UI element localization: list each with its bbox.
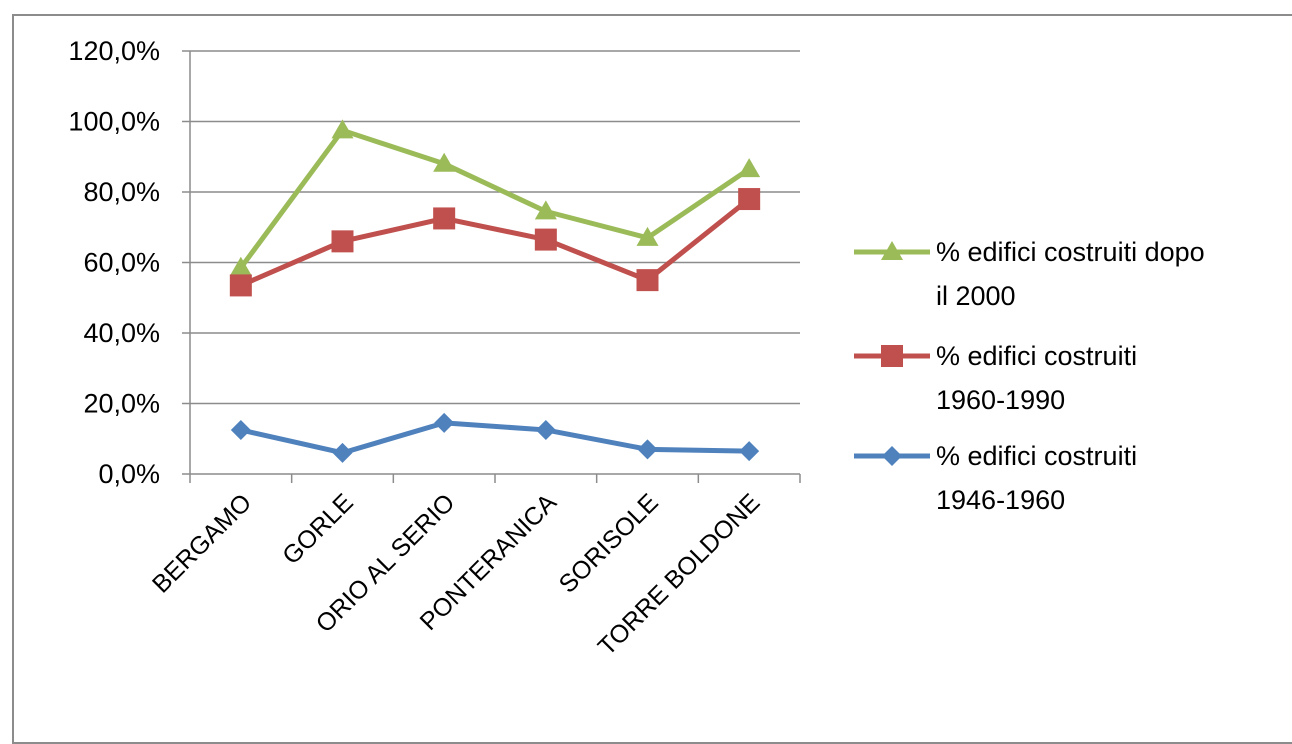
y-tick-label: 120,0%	[68, 36, 160, 66]
x-category-label: BERGAMO	[147, 488, 257, 598]
data-point	[636, 269, 659, 292]
series-line	[239, 197, 751, 288]
data-point	[738, 158, 761, 178]
data-point	[229, 274, 252, 297]
x-category-label: GORLE	[277, 488, 359, 570]
series-group	[229, 119, 761, 463]
y-tick-label: 60,0%	[83, 248, 160, 278]
axes: 0,0% 20,0% 40,0% 60,0% 80,0% 100,0% 120,0% BERG…	[68, 36, 801, 661]
legend: % edifici costruiti dopo il 2000 % edifici…	[854, 237, 1205, 515]
legend-label: % edifici costruiti dopo	[936, 237, 1205, 267]
y-tick-label: 80,0%	[83, 177, 160, 207]
data-point	[637, 439, 658, 460]
y-tick-label: 40,0%	[83, 318, 160, 348]
y-tick-label: 20,0%	[83, 389, 160, 419]
data-point	[331, 230, 354, 253]
data-point	[434, 412, 455, 433]
legend-label: % edifici costruiti	[936, 441, 1137, 471]
data-point	[534, 200, 557, 220]
data-point	[534, 228, 557, 251]
legend-label: il 2000	[936, 281, 1016, 311]
y-tick-label: 100,0%	[68, 107, 160, 137]
legend-marker	[882, 446, 902, 466]
data-point	[230, 419, 251, 440]
data-point	[739, 441, 760, 462]
legend-label: 1960-1990	[936, 385, 1065, 415]
data-point	[433, 207, 456, 230]
x-category-label: SORISOLE	[554, 488, 664, 598]
series-line	[238, 127, 751, 270]
data-point	[535, 419, 556, 440]
y-tick-label: 0,0%	[98, 459, 160, 489]
legend-marker	[881, 241, 903, 260]
legend-marker	[881, 345, 903, 367]
legend-label: 1946-1960	[936, 485, 1065, 515]
data-point	[636, 226, 659, 246]
data-point	[433, 152, 456, 172]
data-point	[738, 188, 761, 211]
data-point	[229, 256, 252, 276]
data-point	[331, 119, 354, 139]
legend-label: % edifici costruiti	[936, 341, 1137, 371]
data-point	[332, 442, 353, 463]
series-line	[240, 420, 750, 456]
